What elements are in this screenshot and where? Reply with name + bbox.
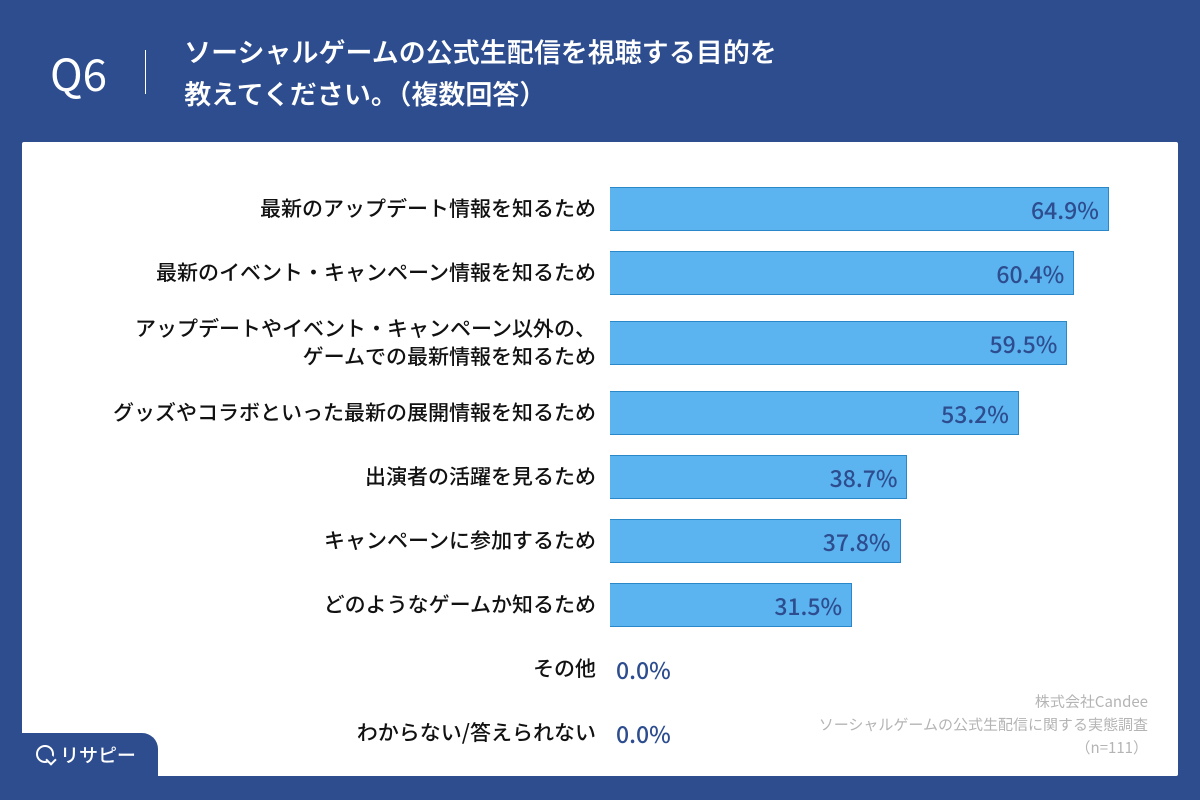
- bar-value: 0.0%: [616, 652, 671, 686]
- bar-rows: 最新のアップデート情報を知るため 64.9% 最新のイベント・キャンペーン情報を知る…: [52, 184, 1148, 758]
- question-header: Q6 ソーシャルゲームの公式生配信を視聴する目的を 教えてください。（複数回答）: [0, 0, 1200, 142]
- question-text: ソーシャルゲームの公式生配信を視聴する目的を 教えてください。（複数回答）: [184, 30, 777, 114]
- bar-row: どのようなゲームか知るため 31.5%: [52, 580, 1148, 630]
- brand-icon: [36, 745, 54, 763]
- bar-track: 31.5%: [610, 583, 1148, 627]
- bar-value: 31.5%: [774, 588, 842, 622]
- bar-row: 最新のアップデート情報を知るため 64.9%: [52, 184, 1148, 234]
- bar-label: 出演者の活躍を見るため: [52, 463, 610, 490]
- bar-row: アップデートやイベント・キャンペーン以外の、ゲームでの最新情報を知るため 59.5…: [52, 312, 1148, 374]
- bar-track: 53.2%: [610, 391, 1148, 435]
- bar-track: 60.4%: [610, 251, 1148, 295]
- bar-label: 最新のイベント・キャンペーン情報を知るため: [52, 259, 610, 286]
- bar-label: 最新のアップデート情報を知るため: [52, 195, 610, 222]
- bar-value: 38.7%: [830, 460, 898, 494]
- bar-label: どのようなゲームか知るため: [52, 591, 610, 618]
- bar-track: 59.5%: [610, 321, 1148, 365]
- attribution-text: 株式会社Candee ソーシャルゲームの公式生配信に関する実態調査 （n=111…: [819, 690, 1148, 760]
- bar-value: 60.4%: [996, 256, 1064, 290]
- bar-row: 出演者の活躍を見るため 38.7%: [52, 452, 1148, 502]
- chart-container: 最新のアップデート情報を知るため 64.9% 最新のイベント・キャンペーン情報を知る…: [22, 142, 1178, 776]
- bar-label: キャンペーンに参加するため: [52, 527, 610, 554]
- bar-label: グッズやコラボといった最新の展開情報を知るため: [52, 399, 610, 426]
- question-number: Q6: [50, 50, 146, 94]
- brand-badge: リサピー: [22, 733, 158, 776]
- bar-value: 0.0%: [616, 716, 671, 750]
- bar-label: アップデートやイベント・キャンペーン以外の、ゲームでの最新情報を知るため: [52, 315, 610, 370]
- bar-track: 0.0%: [610, 647, 1148, 691]
- bar-label: その他: [52, 655, 610, 682]
- bar-value: 53.2%: [941, 396, 1009, 430]
- bar-track: 38.7%: [610, 455, 1148, 499]
- brand-name: リサピー: [60, 741, 136, 768]
- bar-track: 64.9%: [610, 187, 1148, 231]
- bar-row: グッズやコラボといった最新の展開情報を知るため 53.2%: [52, 388, 1148, 438]
- bar-value: 37.8%: [823, 524, 891, 558]
- bar-row: キャンペーンに参加するため 37.8%: [52, 516, 1148, 566]
- bar-track: 37.8%: [610, 519, 1148, 563]
- bar-row: 最新のイベント・キャンペーン情報を知るため 60.4%: [52, 248, 1148, 298]
- bar-row: その他0.0%: [52, 644, 1148, 694]
- bar-value: 59.5%: [990, 326, 1058, 360]
- bar-value: 64.9%: [1031, 192, 1099, 226]
